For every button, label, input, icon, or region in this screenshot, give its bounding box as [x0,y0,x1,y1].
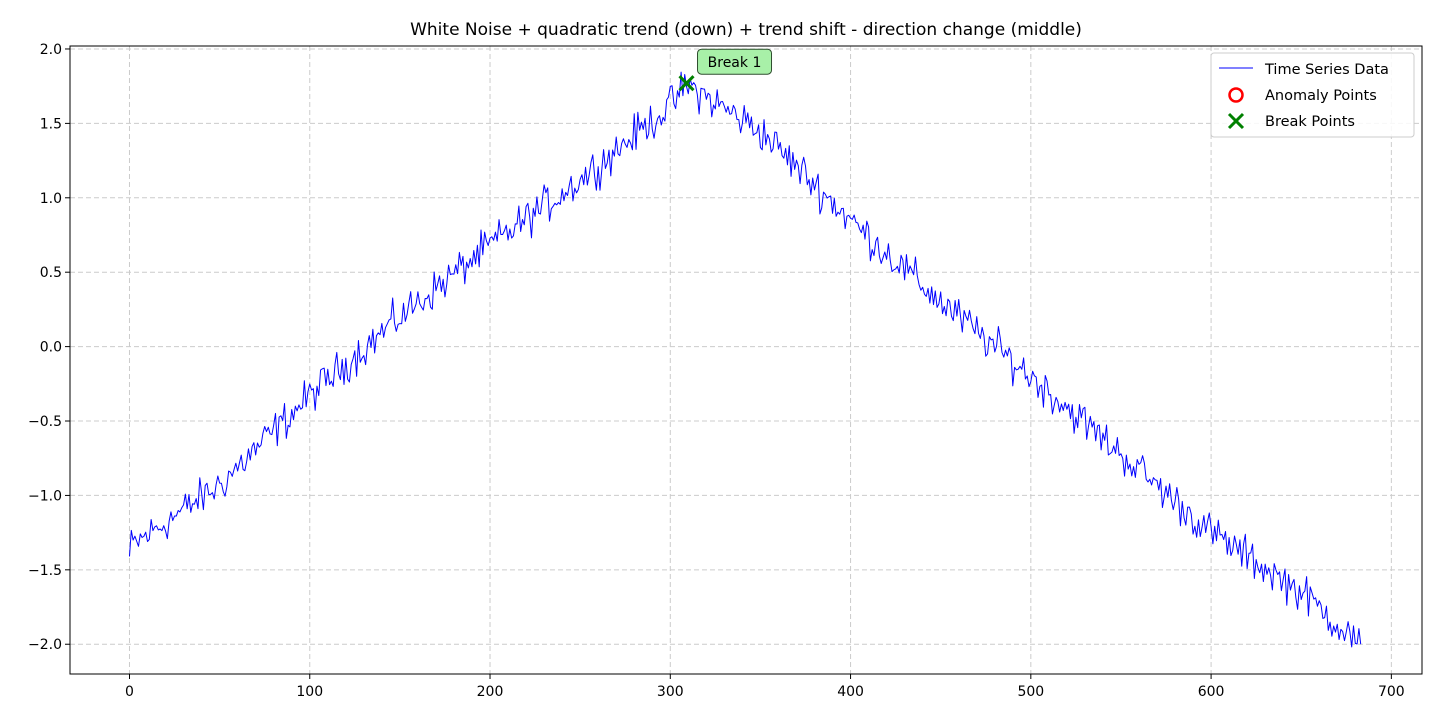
x-tick-label: 100 [296,684,323,700]
x-tick-label: 0 [125,684,134,700]
marker-layer: Break 1 [678,48,773,92]
y-tick-label: 1.5 [40,116,62,132]
series-line-time-series-data [128,71,1362,648]
grid-lines [70,46,1422,674]
break-annotation-label: Break 1 [708,55,762,71]
legend-anomaly-marker [1228,87,1244,103]
plot-frame [69,45,1423,675]
y-tick-label: −1.5 [28,563,62,579]
legend: Time Series Data Anomaly Points Break Po… [1210,52,1415,138]
break-annotation-box [697,48,773,75]
x-tick-label: 600 [1198,684,1225,700]
x-tick-label: 500 [1017,684,1044,700]
axes: 0 100 200 300 400 500 600 700 −2.0 −1.5 −1.0 −0.5 0.… [28,42,1405,700]
y-tick-label: 0.0 [40,340,62,356]
break-annotation: Break 1 [697,48,773,75]
chart-title: White Noise + quadratic trend (down) + t… [410,20,1082,40]
legend-break-marker [1227,112,1245,130]
legend-label-time-series: Time Series Data [1264,62,1389,78]
x-tick-label: 300 [657,684,684,700]
y-tick-label: 2.0 [40,42,62,58]
legend-label-break-points: Break Points [1265,114,1355,130]
y-tick-label: −0.5 [28,414,62,430]
y-tick-label: 0.5 [40,265,62,281]
y-tick-label: −1.0 [28,488,62,504]
y-tick-label: 1.0 [40,191,62,207]
series-layer [128,71,1362,648]
x-tick-label: 200 [477,684,504,700]
x-tick-label: 400 [837,684,864,700]
legend-label-anomaly-points: Anomaly Points [1265,88,1377,104]
y-tick-label: −2.0 [28,637,62,653]
x-tick-label: 700 [1378,684,1405,700]
break-point-marker [678,75,695,92]
legend-box [1210,52,1415,138]
